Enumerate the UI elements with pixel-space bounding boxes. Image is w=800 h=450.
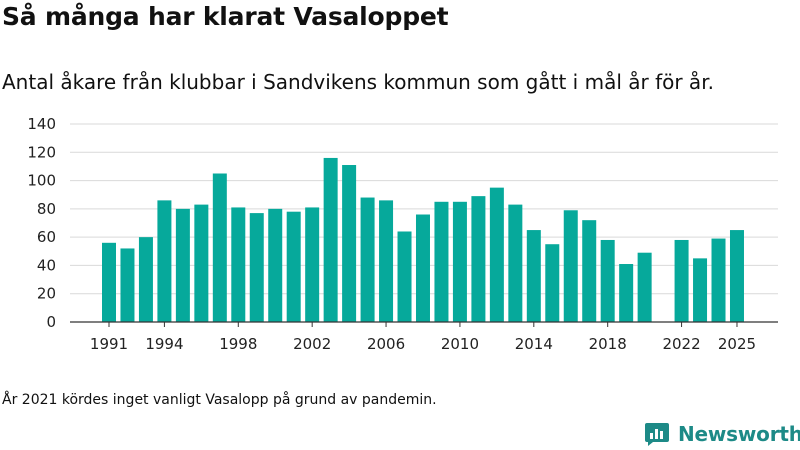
y-tick-label: 40 <box>37 256 56 274</box>
bars <box>102 157 744 322</box>
y-tick-label: 20 <box>37 285 56 303</box>
x-tick-label: 1998 <box>219 335 257 353</box>
bar-1991 <box>102 242 116 322</box>
x-tick-label: 2025 <box>718 335 756 353</box>
x-axis-ticks: 1991 1994 1998 2002 2006 2010 2014 2018 2022 2025 <box>90 322 756 353</box>
chart-title: Så många har klarat Vasaloppet <box>2 2 449 31</box>
bar-1997 <box>212 173 227 322</box>
bar-2014 <box>526 230 541 322</box>
bar-1994 <box>157 200 172 322</box>
bar-1995 <box>175 208 190 322</box>
footnote: År 2021 kördes inget vanligt Vasalopp på… <box>2 392 437 408</box>
bar-2007 <box>397 231 412 322</box>
bar-2024 <box>711 238 726 322</box>
newsworthy-logo-icon <box>645 423 669 446</box>
bar-2001 <box>286 211 301 322</box>
brand-name: Newsworthy <box>678 422 800 446</box>
bar-2005 <box>360 197 375 322</box>
y-axis-ticks: 0 20 40 60 80 100 120 140 <box>27 115 56 331</box>
bar-chart: 0 20 40 60 80 100 120 140 1991 1994 1998 2002 2006 2… <box>27 115 778 353</box>
bar-2009 <box>434 201 449 322</box>
bar-2008 <box>415 214 430 322</box>
bar-2004 <box>342 165 357 322</box>
x-tick-label: 2006 <box>367 335 405 353</box>
bar-2006 <box>379 200 394 322</box>
bar-2019 <box>619 264 634 322</box>
bar-2023 <box>693 258 708 322</box>
bar-2011 <box>471 196 486 322</box>
bar-2016 <box>563 210 578 322</box>
x-tick-label: 2010 <box>441 335 479 353</box>
x-tick-label: 1994 <box>145 335 183 353</box>
bar-2018 <box>600 239 615 322</box>
bar-2025 <box>729 230 744 322</box>
y-tick-label: 120 <box>27 143 56 161</box>
bar-1993 <box>138 237 153 322</box>
brand: Newsworthy <box>644 420 800 448</box>
x-tick-label: 1991 <box>90 335 128 353</box>
x-tick-label: 2002 <box>293 335 331 353</box>
bar-2003 <box>323 157 338 322</box>
bar-2020 <box>637 252 652 322</box>
bar-1999 <box>249 213 264 322</box>
chart-subtitle: Antal åkare från klubbar i Sandvikens ko… <box>2 70 714 94</box>
bar-2015 <box>545 244 560 322</box>
bar-1996 <box>194 204 209 322</box>
y-tick-label: 0 <box>46 313 56 331</box>
bar-2000 <box>268 208 283 322</box>
y-tick-label: 140 <box>27 115 56 133</box>
y-tick-label: 80 <box>37 200 56 218</box>
bar-2002 <box>305 207 320 322</box>
y-tick-label: 100 <box>27 172 56 190</box>
x-tick-label: 2018 <box>589 335 627 353</box>
x-tick-label: 2022 <box>662 335 700 353</box>
bar-2017 <box>582 220 597 322</box>
bar-2010 <box>452 201 467 322</box>
bar-2022 <box>674 239 689 322</box>
bar-2013 <box>508 204 523 322</box>
x-tick-label: 2014 <box>515 335 553 353</box>
y-tick-label: 60 <box>37 228 56 246</box>
bar-2012 <box>489 187 504 322</box>
bar-1992 <box>120 248 135 322</box>
bar-1998 <box>231 207 246 322</box>
